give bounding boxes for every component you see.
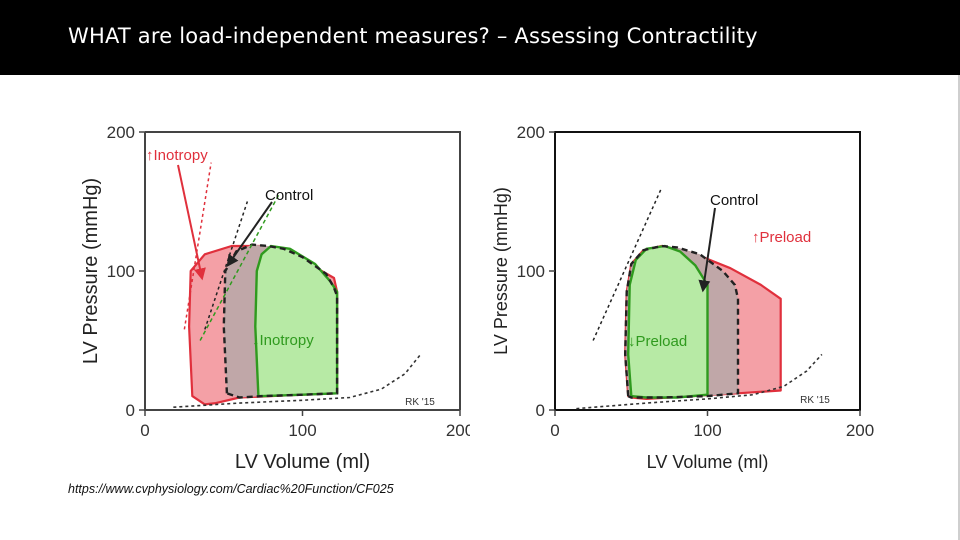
edpvr-curve: [576, 353, 823, 410]
y-tick-label: 200: [517, 123, 545, 142]
x-tick-label: 0: [550, 421, 559, 440]
slide-title: WHAT are load-independent measures? – As…: [68, 24, 758, 48]
plot-area: 0 100 200 0 100 200 LV Volume (ml) LV Pressure …: [491, 123, 874, 472]
control-arrow: [698, 207, 716, 293]
y-tick-label: 0: [536, 401, 545, 420]
x-axis-label: LV Volume (ml): [235, 451, 370, 473]
control-loop-outline: [222, 243, 339, 399]
decrease-loop: [626, 244, 709, 399]
x-axis-label: LV Volume (ml): [647, 452, 769, 472]
plot-frame: [145, 131, 461, 410]
control-label: Control: [710, 192, 758, 209]
increase-label: ↑Inotropy: [146, 147, 208, 164]
y-tick-label: 100: [517, 262, 545, 281]
plot-area: 0 100 200 0 100 200 LV Volume (ml) LV Pressure …: [80, 123, 470, 473]
slide-right-border: [958, 75, 960, 540]
decrease-label: ↓Preload: [628, 333, 687, 350]
title-bar: WHAT are load-independent measures? – As…: [0, 0, 960, 75]
credit-label: RK '15: [800, 395, 830, 406]
control-espvr-line: [204, 201, 249, 330]
y-tick-label: 200: [107, 123, 135, 142]
control-label: Control: [265, 187, 313, 204]
decrease-loop: [254, 244, 339, 398]
preload-pv-chart: 0 100 200 0 100 200 LV Volume (ml) LV Pressure …: [491, 123, 874, 472]
control-arrow: [226, 201, 273, 267]
x-tick-label: 100: [288, 421, 316, 440]
y-tick-label: 0: [126, 401, 135, 420]
credit-label: RK '15: [405, 397, 435, 408]
x-tick-label: 200: [846, 421, 874, 440]
y-tick-label: 100: [107, 262, 135, 281]
x-tick-label: 200: [446, 421, 470, 440]
y-axis-label: LV Pressure (mmHg): [80, 178, 102, 364]
x-tick-label: 0: [140, 421, 149, 440]
edpvr-curve: [173, 353, 422, 409]
increase-espvr-line: [183, 162, 212, 330]
espvr-line: [592, 187, 663, 341]
inotropy-pv-chart: 0 100 200 0 100 200 LV Volume (ml) LV Pressure …: [80, 123, 470, 473]
increase-arrow: [177, 164, 206, 281]
source-url[interactable]: https://www.cvphysiology.com/Cardiac%20F…: [68, 482, 394, 496]
increase-label: ↑Preload: [752, 229, 811, 246]
decrease-label: ↓Inotropy: [252, 332, 314, 349]
y-axis-label: LV Pressure (mmHg): [491, 187, 511, 355]
control-loop-outline: [623, 244, 740, 399]
x-tick-label: 100: [693, 421, 721, 440]
